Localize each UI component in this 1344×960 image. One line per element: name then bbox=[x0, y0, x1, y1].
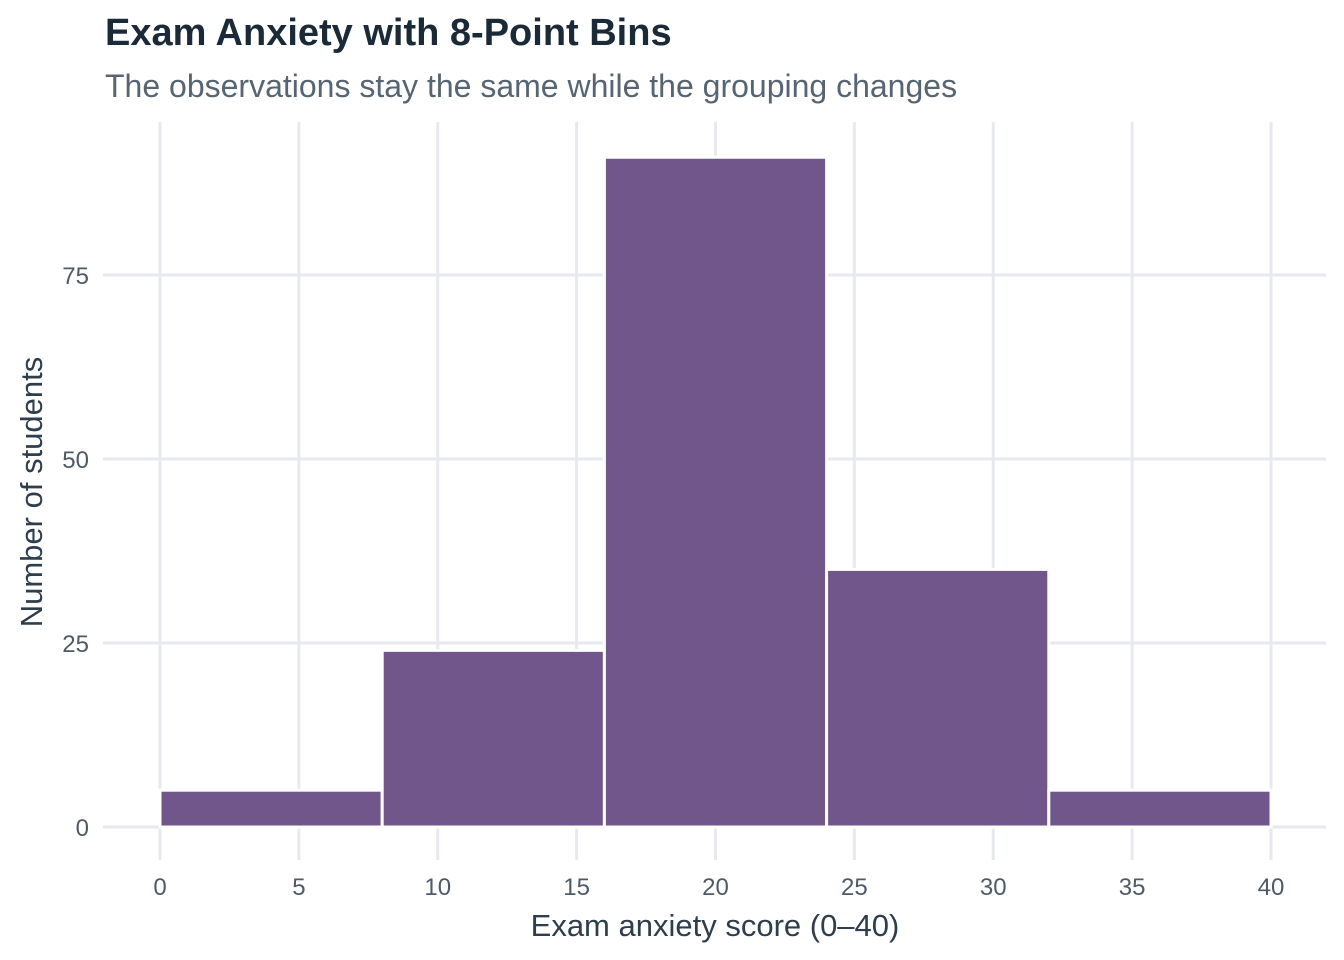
y-tick-label: 75 bbox=[62, 263, 89, 290]
chart-subtitle: The observations stay the same while the… bbox=[105, 68, 958, 104]
histogram-bar bbox=[158, 788, 384, 829]
x-tick-label: 25 bbox=[841, 874, 868, 901]
x-tick-label: 5 bbox=[292, 874, 305, 901]
histogram-bar bbox=[1047, 788, 1273, 829]
x-tick-label: 30 bbox=[980, 874, 1007, 901]
y-axis-ticks: 0 25 50 75 bbox=[62, 263, 89, 842]
histogram-bar bbox=[380, 648, 606, 829]
x-tick-label: 10 bbox=[424, 874, 451, 901]
x-tick-label: 20 bbox=[702, 874, 729, 901]
x-axis-title: Exam anxiety score (0–40) bbox=[531, 908, 900, 943]
histogram-bar bbox=[825, 567, 1051, 829]
y-axis-title: Number of students bbox=[14, 357, 49, 628]
chart-title: Exam Anxiety with 8-Point Bins bbox=[105, 12, 672, 54]
y-tick-label: 25 bbox=[62, 631, 89, 658]
x-tick-label: 15 bbox=[563, 874, 590, 901]
y-tick-label: 50 bbox=[62, 447, 89, 474]
x-tick-label: 0 bbox=[153, 874, 166, 901]
x-tick-label: 35 bbox=[1119, 874, 1146, 901]
histogram-bars bbox=[158, 155, 1273, 829]
x-axis-ticks: 0 5 10 15 20 25 30 35 40 bbox=[153, 874, 1284, 901]
y-tick-label: 0 bbox=[76, 815, 89, 842]
x-tick-label: 40 bbox=[1258, 874, 1285, 901]
histogram-bar bbox=[602, 155, 829, 829]
